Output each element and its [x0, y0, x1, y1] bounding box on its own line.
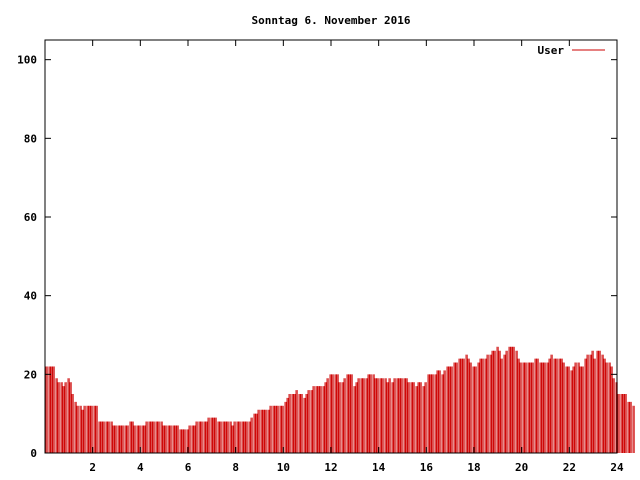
x-tick-label: 10 — [277, 461, 290, 474]
x-tick-label: 6 — [185, 461, 192, 474]
x-tick-label: 24 — [610, 461, 624, 474]
y-tick-label: 40 — [24, 290, 37, 303]
bars-layer — [45, 346, 635, 453]
x-tick-label: 18 — [467, 461, 480, 474]
x-tick-label: 22 — [563, 461, 576, 474]
y-tick-label: 60 — [24, 211, 37, 224]
x-tick-label: 20 — [515, 461, 528, 474]
y-tick-label: 80 — [24, 132, 37, 145]
y-tick-label: 0 — [30, 447, 37, 460]
x-tick-label: 2 — [89, 461, 96, 474]
legend: User — [538, 44, 605, 57]
y-tick-label: 20 — [24, 368, 37, 381]
chart-title: Sonntag 6. November 2016 — [252, 14, 411, 27]
x-tick-label: 14 — [372, 461, 386, 474]
x-tick-label: 4 — [137, 461, 144, 474]
x-tick-label: 8 — [232, 461, 239, 474]
x-tick-label: 16 — [420, 461, 434, 474]
y-tick-label: 100 — [17, 54, 37, 67]
x-tick-label: 12 — [324, 461, 337, 474]
legend-label-user: User — [538, 44, 565, 57]
